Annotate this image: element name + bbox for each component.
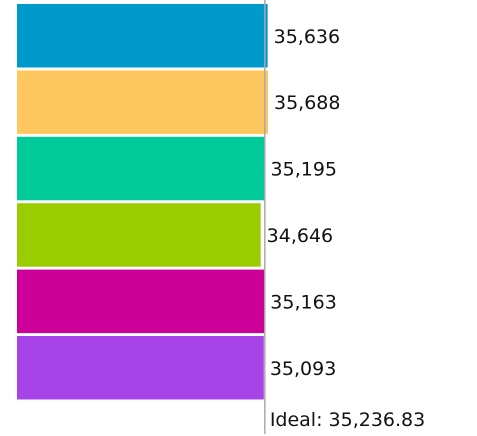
value-labels: 35,636 35,688 35,195 34,646 35,163 35,093: [267, 26, 341, 380]
bar-1: [17, 4, 268, 68]
bar-6: [17, 336, 264, 400]
bar-2: [17, 70, 268, 134]
value-label-5: 35,163: [270, 291, 336, 313]
ideal-label: Ideal: 35,236.83: [270, 409, 425, 431]
bars: [17, 4, 268, 400]
value-label-4: 34,646: [267, 225, 333, 247]
value-label-6: 35,093: [270, 358, 336, 380]
bar-3: [17, 136, 265, 201]
value-label-2: 35,688: [274, 92, 340, 114]
value-label-3: 35,195: [271, 159, 337, 181]
bar-4: [17, 203, 261, 267]
bar-5: [17, 269, 265, 334]
value-label-1: 35,636: [274, 26, 340, 48]
